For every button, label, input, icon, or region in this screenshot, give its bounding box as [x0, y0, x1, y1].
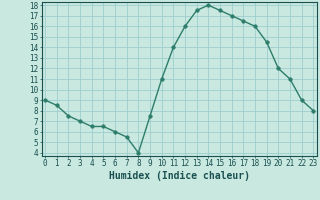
X-axis label: Humidex (Indice chaleur): Humidex (Indice chaleur): [109, 171, 250, 181]
